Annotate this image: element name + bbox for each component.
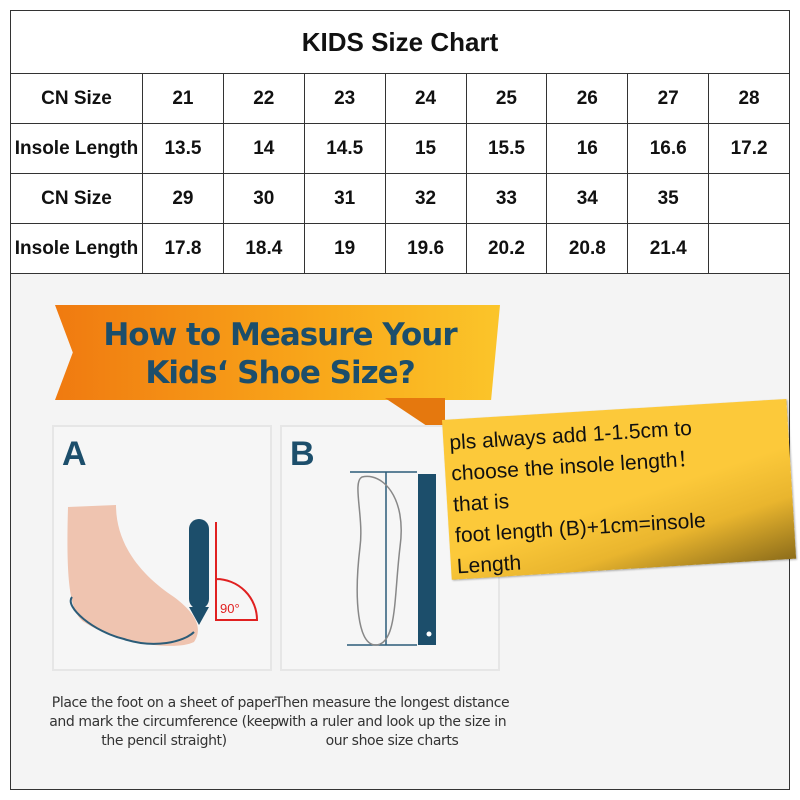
panel-a: A 90° [52, 425, 272, 671]
table-cell [708, 173, 790, 224]
footprint-ruler-icon [347, 471, 436, 646]
table-cell: 19 [303, 223, 386, 274]
table-cell: 17.2 [708, 123, 790, 174]
table-cell: 19.6 [384, 223, 467, 274]
row-header: Insole Length [10, 223, 143, 274]
row-header: Insole Length [10, 123, 143, 174]
table-cell: 35 [627, 173, 710, 224]
caption-a: Place the foot on a sheet of paper and m… [49, 695, 279, 749]
chart-title: KIDS Size Chart [10, 10, 790, 74]
table-cell: 26 [546, 73, 629, 124]
banner-line-2: Kids‘ Shoe Size? [145, 355, 415, 391]
table-cell: 20.2 [465, 223, 548, 274]
banner-title: How to Measure Your Kids‘ Shoe Size? [80, 316, 480, 392]
table-cell: 29 [142, 173, 224, 224]
table-row: CN Size 21 22 23 24 25 26 27 28 [10, 73, 790, 124]
table-cell: 32 [384, 173, 467, 224]
foot-pencil-icon: 90° [67, 505, 259, 646]
table-cell: 34 [546, 173, 629, 224]
note-text: pls always add 1-1.5cm to choose the inso… [448, 412, 708, 582]
row-header: CN Size [10, 73, 143, 124]
table-cell: 16.6 [627, 123, 710, 174]
table-row: Insole Length 13.5 14 14.5 15 15.5 16 16.6 17.2 [10, 123, 790, 174]
size-chart-table: KIDS Size Chart CN Size 21 22 23 24 25 26 27 28 I… [10, 10, 790, 274]
table-cell: 30 [222, 173, 305, 224]
banner [55, 305, 500, 400]
panel-b-letter: B [290, 435, 315, 473]
table-cell: 21.4 [627, 223, 710, 274]
table-cell: 18.4 [222, 223, 305, 274]
angle-label: 90° [220, 601, 240, 616]
table-cell: 15 [384, 123, 467, 174]
row-header: CN Size [10, 173, 143, 224]
table-cell: 14.5 [303, 123, 386, 174]
table-cell: 14 [222, 123, 305, 174]
table-cell [708, 223, 790, 274]
table-cell: 20.8 [546, 223, 629, 274]
table-cell: 27 [627, 73, 710, 124]
table-row: CN Size 29 30 31 32 33 34 35 [10, 173, 790, 224]
caption-b: Then measure the longest distance with a… [274, 695, 510, 749]
frame-border [10, 10, 790, 790]
panel-a-letter: A [62, 435, 87, 473]
table-row: Insole Length 17.8 18.4 19 19.6 20.2 20.8 21.4 [10, 223, 790, 274]
banner-line-1: How to Measure Your [103, 317, 457, 353]
sticky-note: pls always add 1-1.5cm to choose the inso… [442, 398, 797, 582]
